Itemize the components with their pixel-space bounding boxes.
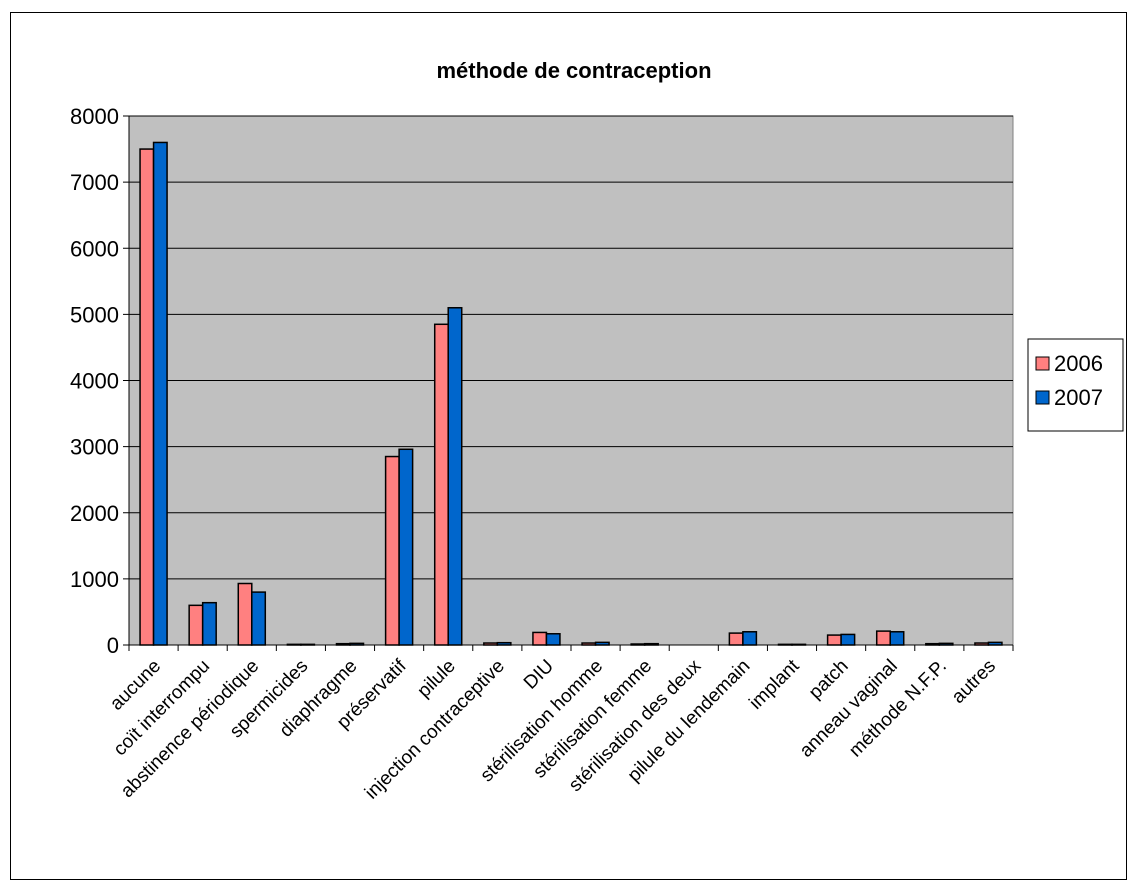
bar-2006-9 — [581, 642, 597, 646]
bar-2006-15 — [875, 630, 891, 646]
bar-chart: méthode de contraception 0 1000 2000 3000 40… — [70, 58, 1124, 803]
bar-2006-12 — [728, 632, 744, 646]
legend-label-2007: 2007 — [1054, 385, 1103, 410]
legend-swatch-2006 — [1035, 356, 1050, 371]
plot-area: 010002000300040005000600070008000aucunec… — [70, 104, 1014, 803]
bar-2007-14 — [840, 633, 856, 646]
bar-2007-0 — [152, 141, 168, 646]
bar-2007-12 — [742, 631, 758, 646]
bar-2006-1 — [188, 604, 204, 646]
bar-2006-13 — [777, 643, 793, 646]
bar-2007-17 — [987, 641, 1003, 646]
chart-frame: méthode de contraception 0 1000 2000 3000 40… — [10, 12, 1127, 880]
bar-2007-7 — [496, 641, 512, 646]
y-tick-label: 3000 — [70, 435, 119, 460]
legend: 2006 2007 — [1027, 338, 1124, 432]
bar-2007-16 — [938, 642, 954, 646]
bar-2007-2 — [251, 591, 267, 646]
bar-2006-7 — [483, 642, 499, 646]
bar-2006-17 — [974, 642, 990, 646]
bar-2007-15 — [889, 631, 905, 646]
bar-2007-5 — [398, 448, 414, 646]
bar-2006-3 — [286, 643, 302, 646]
y-tick-label: 4000 — [70, 369, 119, 394]
y-tick-label: 5000 — [70, 302, 119, 327]
legend-box — [1027, 338, 1124, 432]
bar-2006-14 — [826, 634, 842, 646]
bar-2006-16 — [925, 642, 941, 646]
bar-2006-5 — [384, 455, 400, 646]
x-tick-label: autres — [948, 656, 1000, 708]
bar-2007-3 — [300, 643, 316, 646]
bar-2007-10 — [643, 642, 659, 646]
bar-2007-8 — [545, 633, 561, 646]
bar-2007-1 — [201, 601, 217, 646]
bar-2007-4 — [349, 642, 365, 646]
y-tick-label: 0 — [107, 633, 119, 658]
y-tick-label: 8000 — [70, 104, 119, 129]
legend-swatch-2007 — [1035, 390, 1050, 405]
x-tick-label: pilule — [414, 656, 460, 702]
bar-2006-2 — [237, 582, 253, 646]
y-tick-label: 2000 — [70, 501, 119, 526]
bar-2006-0 — [139, 148, 155, 646]
legend-label-2006: 2006 — [1054, 351, 1103, 376]
x-tick-label: DIU — [520, 656, 558, 694]
bar-2006-6 — [433, 323, 449, 646]
chart-title: méthode de contraception — [436, 58, 711, 83]
y-tick-label: 7000 — [70, 170, 119, 195]
y-tick-label: 1000 — [70, 567, 119, 592]
bar-2006-8 — [532, 631, 548, 646]
x-tick-label: implant — [745, 655, 804, 714]
bar-2006-10 — [630, 643, 646, 646]
bar-2007-9 — [594, 641, 610, 646]
y-tick-label: 6000 — [70, 236, 119, 261]
bar-2007-6 — [447, 307, 463, 646]
bar-2006-4 — [335, 642, 351, 646]
bar-2007-13 — [791, 643, 807, 646]
